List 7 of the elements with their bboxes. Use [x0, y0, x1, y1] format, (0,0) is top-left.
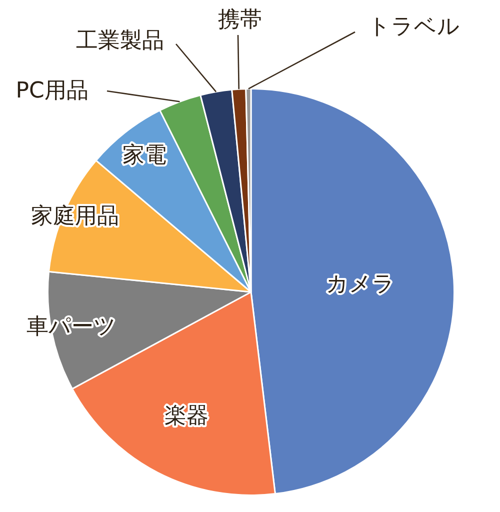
slice-label: 楽器: [164, 403, 209, 428]
slice-label: 工業製品: [76, 28, 164, 54]
slice-label: カメラ: [326, 272, 396, 298]
slice-label: トラベル: [368, 14, 460, 40]
slice-label: 携帯: [218, 8, 262, 33]
slice-label: 家電: [122, 142, 166, 168]
slice-label: PC用品: [16, 78, 88, 104]
